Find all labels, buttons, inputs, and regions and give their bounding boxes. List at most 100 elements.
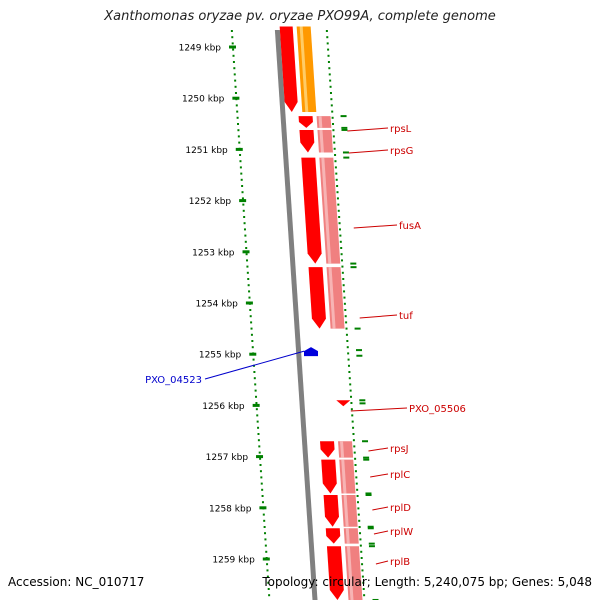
- ruler-minor-tick: [342, 151, 349, 154]
- ruler-dot-right: [346, 340, 349, 342]
- gene-rpsG-cds: [299, 129, 315, 153]
- gene-label-rplB: rplB: [390, 557, 410, 568]
- ruler-dot-left: [233, 67, 236, 70]
- ruler-dot-left: [247, 284, 250, 287]
- ruler-dot-left: [257, 433, 260, 435]
- ruler-tick-label: 1259 kbp: [212, 556, 255, 566]
- ruler-dot-right: [359, 544, 362, 547]
- ruler-dot-left: [251, 346, 254, 349]
- ruler-dot-left: [232, 61, 235, 63]
- ruler-minor-tick: [356, 354, 363, 357]
- ruler-dot-right: [335, 172, 338, 175]
- leader-line-rpsG: [348, 149, 389, 154]
- ruler-dot-right: [357, 513, 360, 516]
- ruler-dot-left: [267, 588, 270, 590]
- ruler-dot-left: [240, 178, 243, 181]
- ruler-dot-right: [357, 507, 360, 510]
- leader-line-rpsJ: [368, 447, 389, 452]
- ruler-dot-left: [266, 563, 269, 566]
- gene-PXO_05506-cds: [336, 400, 351, 407]
- ruler-dot-right: [337, 203, 340, 206]
- ruler-dot-right: [362, 588, 365, 590]
- ruler-dot-left: [259, 464, 262, 466]
- ruler-dot-right: [332, 135, 335, 138]
- genome-backbone: [274, 30, 318, 600]
- gene-rplC-highlight: [341, 459, 347, 494]
- ruler-dot-right: [352, 433, 355, 435]
- ruler-dot-right: [331, 116, 334, 119]
- ruler-dot-left: [243, 228, 246, 231]
- ruler-dot-right: [326, 36, 329, 39]
- ruler-dot-left: [239, 154, 242, 156]
- ruler-dot-right: [345, 333, 348, 336]
- gene-rplB-highlight: [346, 546, 354, 600]
- ruler-dot-right: [353, 451, 356, 454]
- ruler-dot-left: [252, 364, 255, 367]
- ruler-dot-left: [235, 104, 238, 107]
- ruler-tick: [249, 352, 257, 356]
- ruler-tick: [232, 96, 240, 100]
- ruler-dot-right: [337, 209, 340, 212]
- gene-label-fusA: fusA: [399, 221, 421, 232]
- gene-fusA-cds: [301, 157, 322, 264]
- ruler-dot-right: [352, 426, 355, 429]
- gene-label-PXO_04523: PXO_04523: [145, 375, 202, 386]
- ruler-dot-right: [329, 92, 332, 94]
- ruler-dot-left: [258, 445, 261, 448]
- ruler-dot-right: [332, 123, 335, 125]
- gene-rpsJ-highlight: [340, 441, 345, 458]
- leader-line-tuf: [359, 314, 398, 319]
- ruler-dot-left: [252, 358, 255, 361]
- ruler-dot-left: [248, 290, 251, 293]
- ruler-dot-right: [326, 42, 329, 45]
- ruler-minor-tick: [350, 262, 357, 265]
- ruler-minor-tick: [356, 349, 363, 352]
- ruler-dot-right: [327, 61, 330, 63]
- ruler-dot-right: [330, 104, 333, 107]
- ruler-dot-right: [338, 222, 341, 225]
- ruler-dot-right: [362, 581, 365, 584]
- ruler-minor-tick: [367, 525, 374, 528]
- ruler-dot-left: [249, 315, 252, 318]
- ruler-dot-right: [341, 271, 344, 274]
- ruler-dot-left: [231, 36, 234, 39]
- ruler-dot-left: [255, 408, 258, 411]
- ruler-dot-right: [361, 563, 364, 566]
- ruler-dot-right: [350, 402, 353, 404]
- leader-line-PXO_05506: [350, 407, 408, 412]
- ruler-minor-tick: [362, 440, 369, 443]
- ruler-dot-right: [351, 414, 354, 417]
- ruler-dot-right: [349, 389, 352, 392]
- ruler-tick-label: 1253 kbp: [192, 248, 235, 258]
- ruler-dot-left: [239, 160, 242, 163]
- gene-track: [279, 26, 363, 600]
- ruler-dot-right: [354, 464, 357, 466]
- ruler-tick: [242, 250, 250, 254]
- gene-rplW-highlight: [345, 528, 350, 544]
- ruler-dot-right: [335, 178, 338, 181]
- ruler-dot-right: [332, 129, 335, 132]
- ruler-dot-right: [328, 67, 331, 70]
- ruler-dot-left: [260, 476, 263, 479]
- ruler-tick: [245, 301, 253, 305]
- ruler-dot-right: [339, 240, 342, 243]
- ruler-dot-left: [265, 550, 268, 553]
- ruler-dot-right: [347, 358, 350, 361]
- ruler-dot-right: [336, 185, 339, 187]
- gene-label-rpsJ: rpsJ: [390, 444, 409, 455]
- ruler-dot-left: [241, 185, 244, 187]
- ruler-tick-label: 1252 kbp: [189, 197, 232, 207]
- ruler-tick: [229, 45, 236, 49]
- ruler-dot-left: [242, 203, 245, 206]
- ruler-dot-right: [344, 315, 347, 318]
- ruler-tick-label: 1256 kbp: [202, 402, 245, 412]
- ruler-dot-right: [347, 352, 350, 355]
- ruler-tick-label: 1255 kbp: [199, 351, 242, 361]
- leader-line-fusA: [353, 224, 398, 229]
- ruler-dot-left: [240, 172, 243, 175]
- ruler-dot-right: [345, 327, 348, 330]
- ruler-dot-left: [246, 265, 249, 268]
- ruler-dot-right: [358, 526, 361, 528]
- ruler-tick-label: 1251 kbp: [185, 146, 228, 156]
- ruler-dot-left: [241, 191, 244, 194]
